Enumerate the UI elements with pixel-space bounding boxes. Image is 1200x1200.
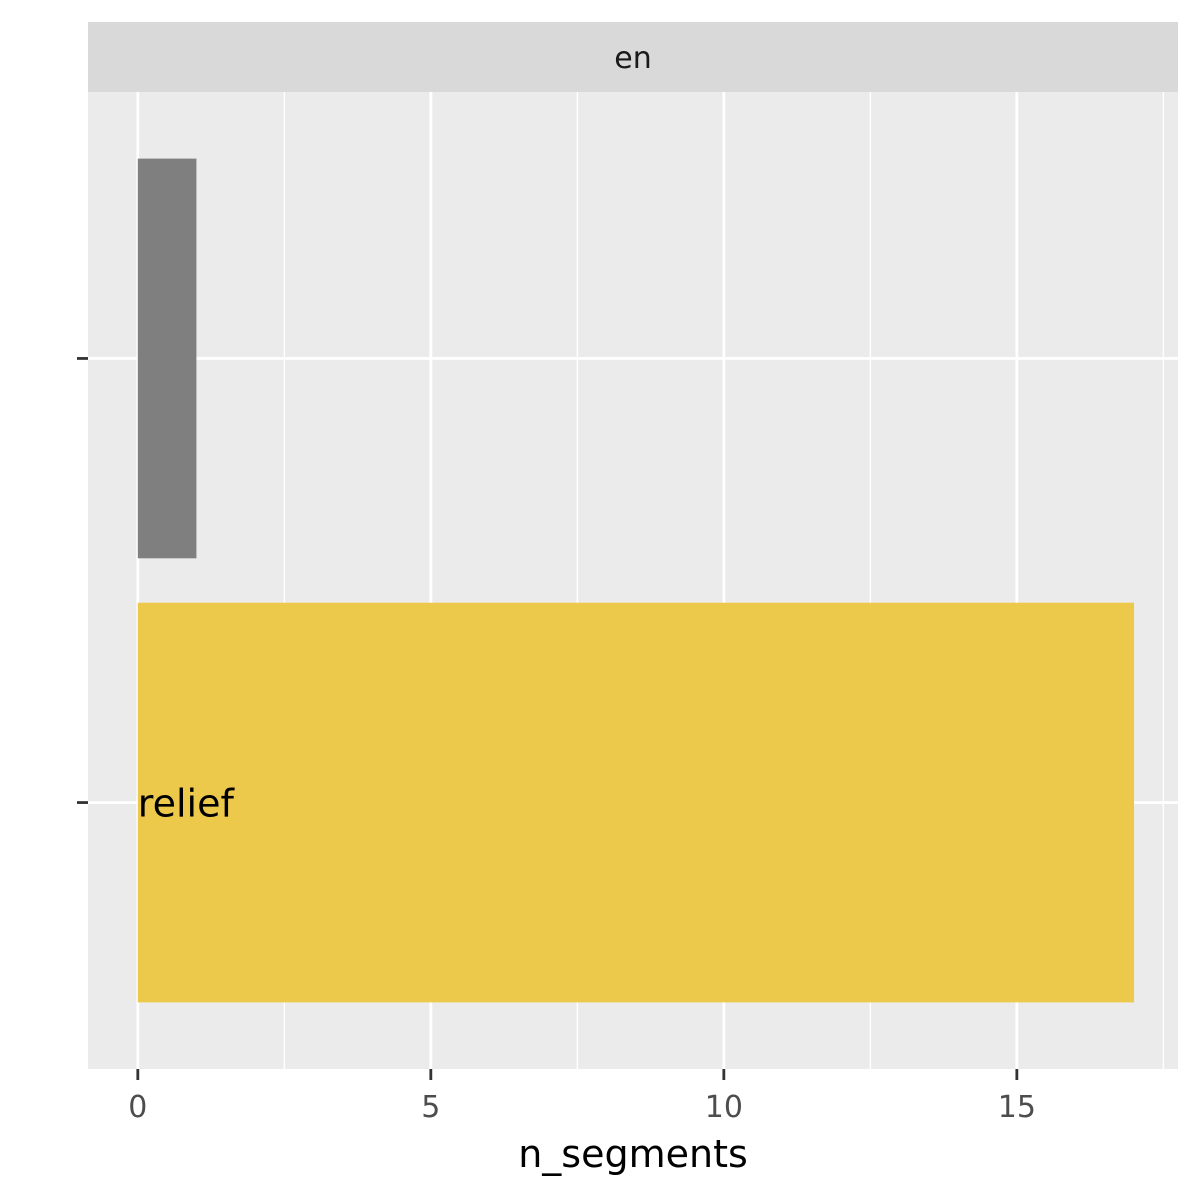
x-tick-label: 15 bbox=[998, 1090, 1036, 1125]
facet-strip-label: en bbox=[614, 41, 651, 76]
x-tick-label: 10 bbox=[705, 1090, 743, 1125]
y-axis-ticks bbox=[77, 357, 88, 804]
x-axis-ticks: 0 5 10 15 bbox=[128, 1069, 1036, 1125]
x-axis-title: n_segments bbox=[518, 1132, 748, 1176]
facet-strip bbox=[88, 22, 1178, 92]
bar-label: relief bbox=[138, 782, 236, 826]
bar bbox=[137, 158, 197, 559]
bars: relief bbox=[137, 158, 1135, 1003]
x-tick-label: 5 bbox=[421, 1090, 440, 1125]
x-tick-label: 0 bbox=[128, 1090, 147, 1125]
bar bbox=[137, 602, 1135, 1003]
